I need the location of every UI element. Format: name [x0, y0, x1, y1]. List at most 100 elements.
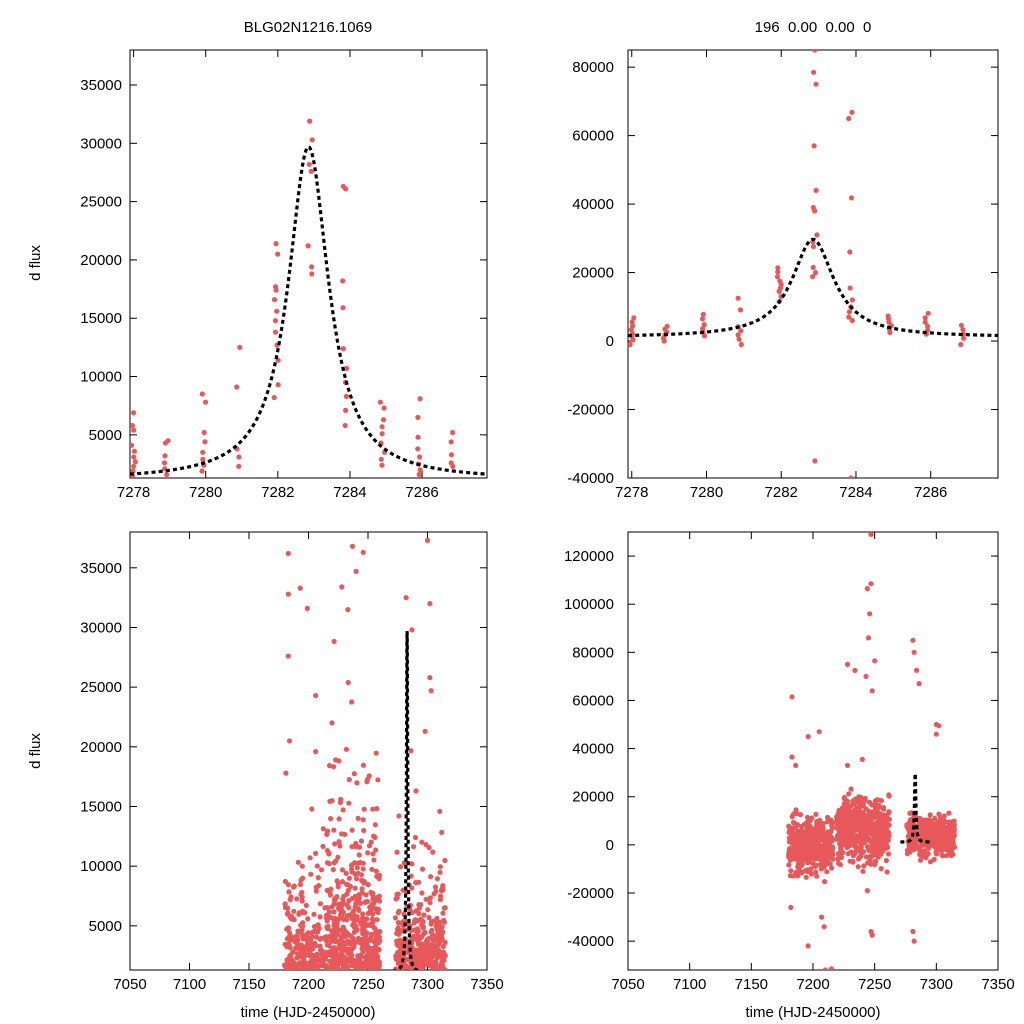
data-point: [826, 854, 832, 860]
data-point: [664, 323, 670, 329]
data-point: [816, 729, 822, 735]
data-point: [311, 923, 318, 930]
data-point: [859, 756, 865, 763]
data-point: [906, 846, 913, 852]
data-point: [332, 841, 338, 847]
data-point: [936, 837, 943, 843]
data-point: [362, 945, 368, 951]
data-point: [285, 550, 291, 557]
data-point: [340, 807, 346, 813]
data-point: [343, 746, 349, 752]
data-point: [420, 925, 426, 931]
x-tick-label-top-left: 7278: [117, 484, 150, 501]
data-point: [858, 851, 864, 857]
data-point: [864, 586, 870, 592]
data-point: [333, 757, 339, 763]
data-point: [274, 308, 280, 314]
data-point: [347, 939, 353, 945]
data-point: [442, 857, 448, 864]
data-point: [287, 930, 293, 936]
data-point: [308, 871, 314, 877]
data-point: [860, 800, 866, 807]
data-points-top-right: [628, 50, 967, 478]
data-point: [304, 605, 310, 612]
data-point: [793, 762, 799, 769]
data-point: [350, 944, 356, 951]
data-point: [285, 905, 291, 911]
data-point: [864, 888, 870, 894]
panel-top-right: 196 0.00 0.00 0 7278 7280 7282 7284 7286 -400…: [567, 19, 999, 501]
x-tick-label-bottom-right: 7350: [981, 976, 1014, 993]
x-tick-label-top-left: 7280: [189, 484, 222, 501]
data-point: [345, 607, 351, 613]
data-points-bottom-right: [786, 532, 958, 970]
y-tick-label-top-right: 20000: [572, 265, 614, 282]
data-point: [370, 896, 376, 902]
data-point: [346, 800, 352, 806]
data-point: [775, 265, 781, 271]
data-point: [812, 458, 818, 464]
data-point: [943, 853, 950, 859]
data-point: [876, 851, 882, 858]
plot-frame-top-left: [129, 49, 488, 479]
data-point: [415, 434, 421, 440]
data-point: [360, 762, 366, 768]
x-tick-label-bottom-left: 7350: [470, 976, 503, 993]
data-point: [437, 808, 443, 815]
data-point: [846, 115, 852, 122]
data-point: [376, 872, 383, 878]
data-point: [295, 859, 301, 865]
data-point: [416, 902, 422, 908]
chart-title-top-left: BLG02N1216.1069: [244, 19, 372, 36]
data-point: [360, 911, 366, 917]
data-point: [819, 914, 825, 920]
data-point: [430, 849, 436, 855]
data-point: [329, 904, 335, 910]
data-point: [339, 584, 345, 590]
data-point: [788, 868, 794, 874]
data-point: [849, 297, 856, 303]
data-point: [844, 661, 851, 668]
data-point: [331, 638, 337, 645]
data-point: [339, 831, 345, 837]
data-point: [310, 929, 316, 935]
data-point: [284, 911, 290, 917]
data-point: [435, 940, 441, 946]
data-point: [736, 336, 742, 342]
data-point: [370, 851, 376, 857]
data-point: [275, 251, 281, 257]
y-tick-label-bottom-left: 20000: [80, 739, 122, 756]
data-point: [419, 839, 425, 845]
data-point: [308, 168, 314, 174]
data-point: [786, 851, 793, 857]
data-point: [337, 843, 343, 849]
data-point: [313, 749, 319, 755]
data-point: [431, 932, 437, 939]
data-point: [816, 850, 822, 856]
data-point: [841, 806, 847, 812]
data-point: [361, 827, 367, 834]
data-point: [410, 844, 417, 850]
data-point: [313, 884, 319, 891]
data-point: [325, 828, 331, 834]
data-point: [336, 816, 342, 822]
data-point: [881, 823, 887, 830]
data-point: [423, 957, 430, 963]
data-point: [365, 910, 371, 917]
data-point: [793, 807, 799, 813]
x-tick-label-bottom-right: 7050: [611, 976, 644, 993]
y-tick-label-top-left: 20000: [80, 252, 122, 269]
data-point: [373, 847, 379, 853]
data-point: [922, 315, 928, 321]
data-point: [336, 904, 342, 910]
data-point: [366, 959, 372, 966]
data-point: [349, 699, 355, 705]
data-point: [912, 841, 918, 847]
data-point: [737, 307, 744, 313]
data-point: [856, 807, 862, 813]
data-point: [788, 839, 794, 846]
data-point: [374, 917, 380, 923]
data-point: [272, 318, 278, 324]
x-tick-label-top-right: 7278: [615, 484, 648, 501]
data-point: [379, 431, 385, 437]
